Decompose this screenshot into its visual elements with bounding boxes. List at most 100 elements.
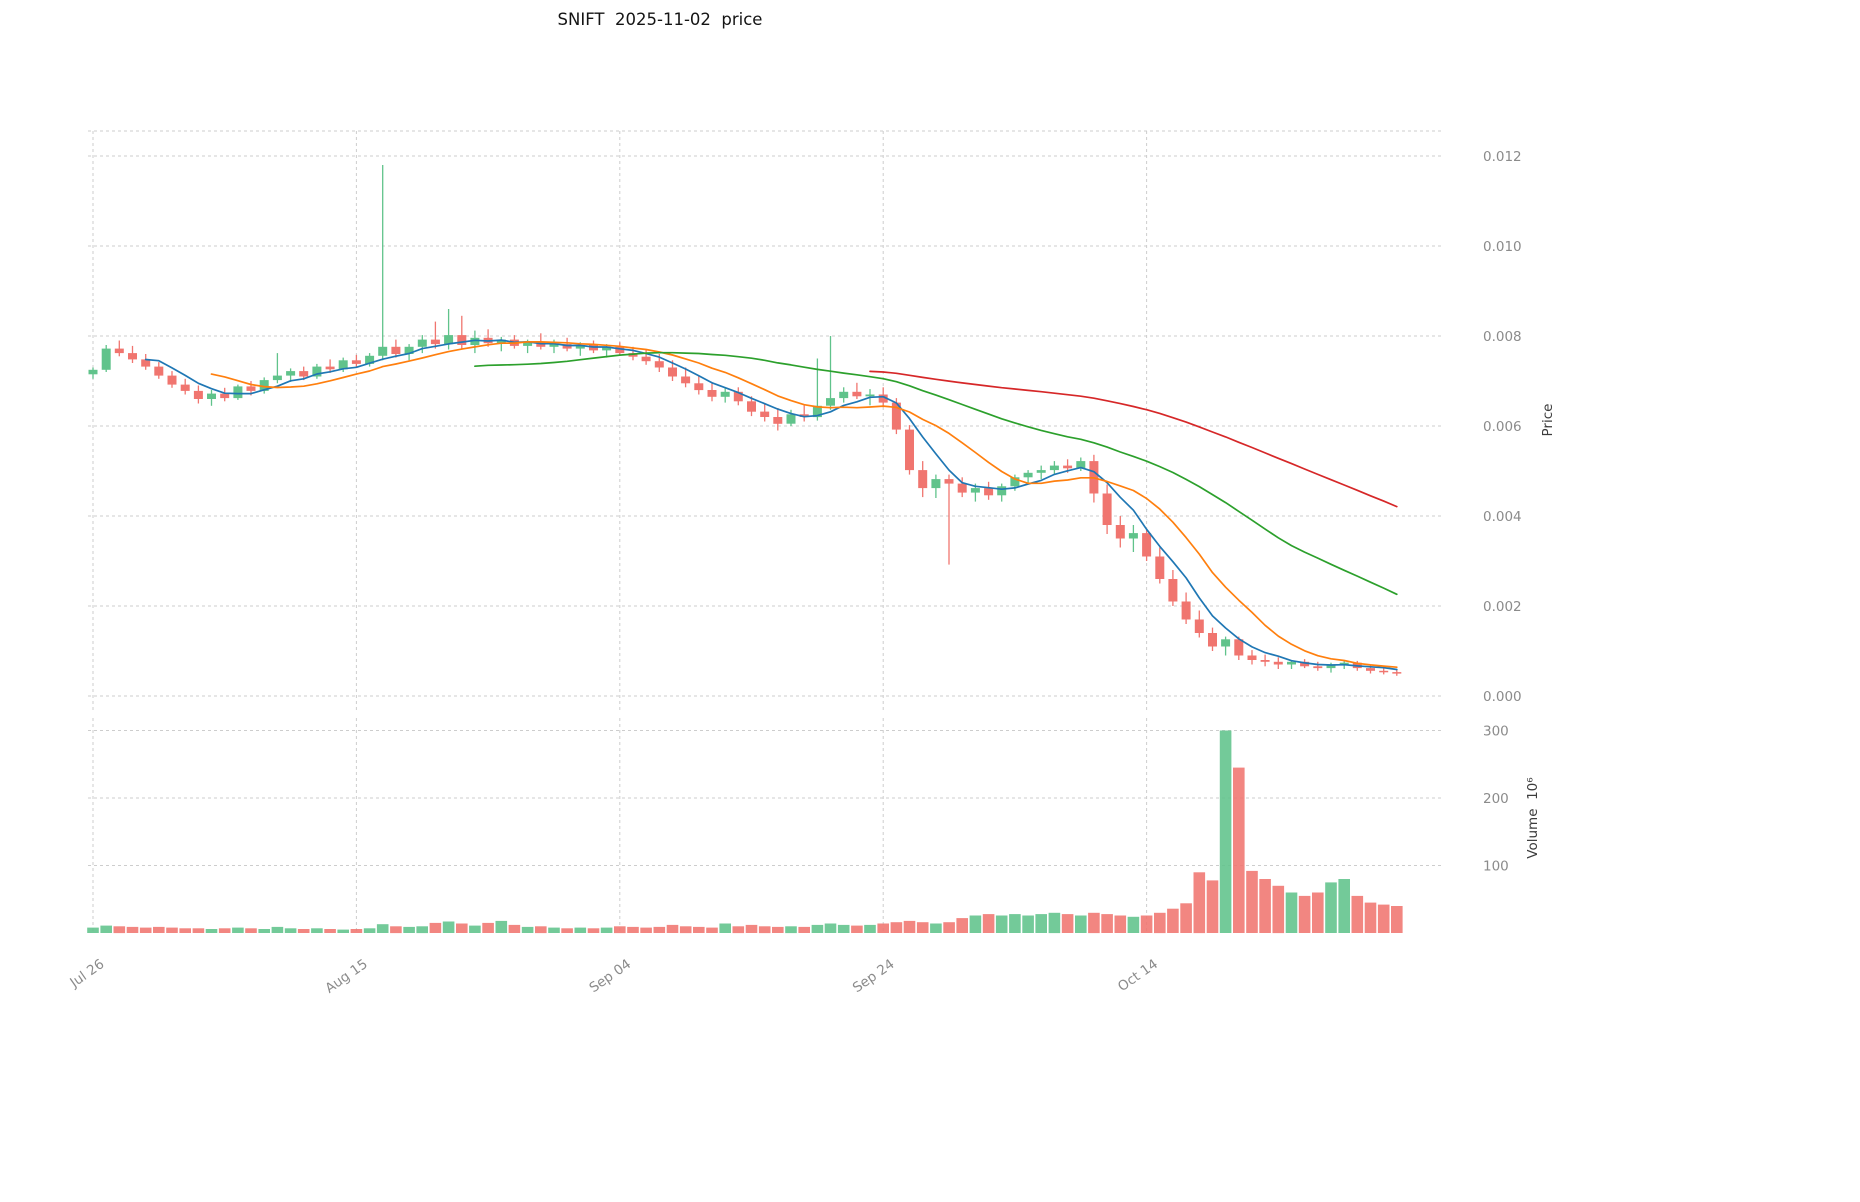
volume-bar (376, 924, 389, 933)
candle-body (694, 383, 704, 391)
x-tick-label: Aug 15 (322, 956, 370, 997)
candle-body (286, 371, 296, 376)
ma-line-30 (474, 351, 1398, 596)
candle-body (773, 417, 783, 424)
tick-label-layer: 0.012 0.010 0.008 0.006 0.004 0.002 0.000 300 20… (66, 149, 1521, 997)
candle-body (430, 339, 440, 345)
volume-bar (851, 925, 863, 933)
volume-bar (482, 922, 494, 933)
volume-bar (587, 928, 600, 933)
volume-bar (930, 923, 942, 933)
candle-body (878, 394, 888, 403)
candle-body (180, 384, 190, 391)
candle-body (891, 402, 901, 430)
volume-bar (693, 926, 705, 933)
candle-body (1313, 666, 1323, 669)
candle-body (733, 391, 743, 402)
candle-body (575, 345, 585, 349)
volume-bar (1061, 914, 1074, 933)
candle-body (193, 390, 203, 399)
volume-bar (205, 929, 218, 933)
candle-body (496, 339, 506, 344)
volume-bar (535, 926, 547, 934)
candle-body (207, 393, 216, 399)
candle-body (272, 375, 282, 381)
volume-bar (732, 926, 745, 934)
volume-bar (943, 922, 955, 933)
candle-body (799, 414, 809, 417)
volume-bar (1219, 730, 1232, 933)
price-tick-label: 0.004 (1483, 509, 1522, 525)
volume-bar (469, 925, 481, 933)
candle-body (997, 486, 1007, 496)
volume-bar (1246, 870, 1258, 933)
candle-body (1049, 465, 1059, 471)
candle-body (562, 344, 572, 349)
candle-body (378, 346, 388, 356)
candle-body (1036, 470, 1046, 473)
candle-body (167, 375, 177, 385)
volume-bar (785, 926, 797, 934)
volume-tick-label: 100 (1483, 859, 1509, 875)
candle-body (114, 348, 124, 354)
volume-bar (429, 922, 442, 933)
volume-bar (772, 926, 784, 933)
candle-body (1234, 639, 1244, 656)
price-tick-label: 0.010 (1483, 239, 1522, 255)
volume-bar (232, 927, 244, 933)
candle-body (1181, 601, 1191, 620)
volume-bar (745, 924, 758, 933)
volume-bar (179, 928, 191, 933)
candle-body (747, 401, 756, 412)
candle-body (865, 394, 875, 397)
candle-body (391, 346, 401, 354)
candle-body (918, 470, 928, 489)
volume-bar (1114, 915, 1127, 933)
candle-body (1063, 465, 1073, 469)
volume-bar (1127, 916, 1140, 933)
candle-body (984, 488, 994, 496)
volume-bar (139, 927, 152, 933)
candle-body (325, 366, 335, 370)
volume-bar (311, 928, 323, 933)
volume-bar (561, 928, 573, 933)
volume-bar (1075, 915, 1087, 933)
ma-line-5 (144, 339, 1398, 671)
volume-bar (456, 923, 468, 933)
volume-bar (1312, 892, 1324, 933)
volume-bar (508, 924, 521, 933)
volume-bar (1272, 885, 1285, 934)
volume-bar (1285, 892, 1298, 933)
volume-bar (1259, 879, 1271, 933)
volume-bar (903, 920, 916, 933)
volume-bar (363, 928, 376, 933)
volume-bar (87, 927, 99, 933)
candle-body (1221, 639, 1231, 647)
price-tick-label: 0.000 (1483, 689, 1522, 705)
candle-layer (88, 165, 1402, 676)
price-tick-label: 0.006 (1483, 419, 1522, 435)
volume-bar (390, 926, 402, 934)
x-tick-label: Oct 14 (1115, 956, 1161, 995)
candle-body (944, 479, 954, 484)
x-tick-label: Sep 04 (586, 956, 634, 996)
volume-bar (1338, 879, 1350, 933)
candle-body (1142, 533, 1152, 557)
volume-bar (1022, 915, 1034, 933)
volume-bar (824, 923, 837, 933)
volume-bar (245, 928, 257, 933)
volume-bar (1206, 880, 1219, 933)
volume-bar (969, 915, 982, 933)
candle-body (549, 344, 559, 347)
volume-bar (1325, 882, 1337, 933)
moving-average-layer (144, 339, 1398, 671)
volume-bar (192, 928, 205, 933)
candle-body (417, 339, 427, 347)
volume-bar (916, 922, 929, 933)
volume-bar (837, 924, 850, 933)
volume-bar (877, 923, 889, 933)
volume-bar (574, 927, 587, 933)
candle-body (957, 483, 967, 493)
volume-bar (600, 927, 613, 933)
